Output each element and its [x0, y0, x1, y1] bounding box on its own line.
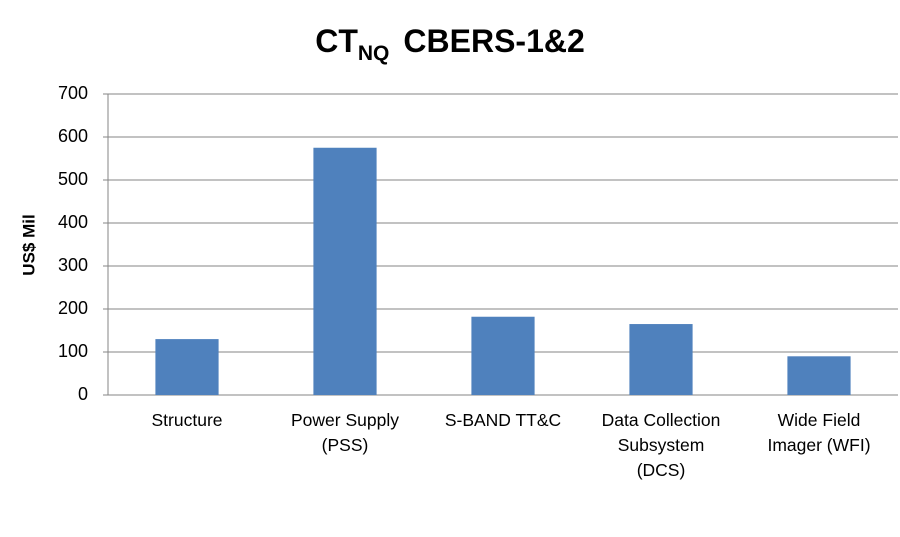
- bar: [787, 356, 851, 395]
- y-tick-label: 500: [58, 169, 88, 189]
- bar: [155, 339, 219, 395]
- y-tick-label: 600: [58, 126, 88, 146]
- x-tick-label: Wide Field Imager (WFI): [767, 410, 871, 455]
- x-tick-label: S-BAND TT&C: [444, 410, 562, 430]
- x-tick-label: Structure: [151, 410, 223, 430]
- y-tick-label: 400: [58, 212, 88, 232]
- title-subscript: NQ: [358, 42, 390, 65]
- y-tick-label: 100: [58, 341, 88, 361]
- title-rest: CBERS-1&2: [403, 23, 584, 59]
- y-tick-label: 0: [78, 384, 88, 404]
- y-tick-label: 700: [58, 83, 88, 103]
- title-main: CT: [315, 23, 358, 59]
- bar: [629, 324, 693, 395]
- chart-title: CTNQ CBERS-1&2: [315, 23, 585, 64]
- y-tick-label: 300: [58, 255, 88, 275]
- y-axis-label: US$ Mil: [19, 214, 38, 275]
- bar: [471, 316, 535, 395]
- y-tick-label: 200: [58, 298, 88, 318]
- x-tick-label: Power Supply (PSS): [291, 410, 399, 455]
- bar: [313, 147, 377, 395]
- x-tick-label: Data Collection Subsystem (DCS): [601, 410, 721, 480]
